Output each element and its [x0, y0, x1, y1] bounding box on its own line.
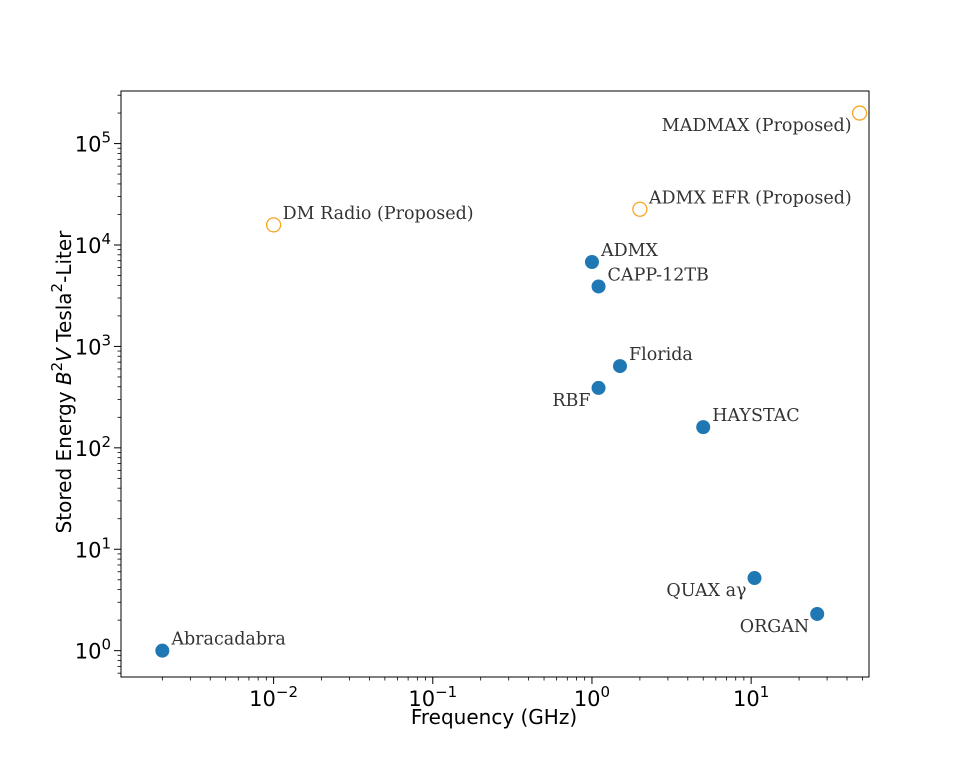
point-label: CAPP-12TB: [608, 265, 709, 285]
svg-text:Stored Energy B2V Tesla2-Liter: Stored Energy B2V Tesla2-Liter: [48, 230, 76, 534]
x-axis-title: Frequency (GHz): [411, 705, 577, 729]
y-tick-label: 104: [75, 230, 111, 258]
point-label: Florida: [629, 345, 693, 365]
experiment-point: [591, 279, 606, 294]
point-label: ADMX: [600, 241, 659, 261]
experiment-point: [591, 380, 606, 395]
point-label: QUAX aγ: [666, 581, 746, 601]
point-label: RBF: [552, 391, 590, 411]
x-tick-label: 100: [574, 683, 610, 711]
y-tick-label: 105: [75, 129, 111, 157]
x-tick-label: 101: [733, 683, 769, 711]
x-tick-label: 10−2: [249, 683, 298, 711]
point-label: HAYSTAC: [712, 406, 799, 426]
point-label: Abracadabra: [170, 630, 286, 650]
point-label: MADMAX (Proposed): [662, 116, 852, 136]
proposed-point: [851, 105, 868, 121]
experiment-point: [155, 643, 170, 658]
experiment-point: [810, 606, 825, 621]
point-label: ADMX EFR (Proposed): [648, 188, 852, 208]
plot-frame: [120, 90, 870, 678]
y-axis-title: Stored Energy B2V Tesla2-Liter: [48, 230, 76, 534]
experiment-point: [747, 571, 762, 586]
y-tick-label: 100: [75, 636, 111, 664]
point-label: ORGAN: [740, 617, 809, 637]
plot-area: 10−2 10−1 100 101 100 101 102 103 104 105 Abracada…: [75, 90, 870, 711]
y-tick-label: 103: [75, 331, 111, 359]
x-tick-label: 10−1: [408, 683, 457, 711]
experiment-point: [696, 420, 711, 435]
experiment-point: [612, 359, 627, 374]
proposed-point: [265, 217, 282, 233]
point-label: DM Radio (Proposed): [283, 204, 474, 224]
y-tick-label: 102: [75, 433, 111, 461]
y-tick-label: 101: [75, 534, 111, 562]
proposed-point: [632, 201, 648, 217]
experiment-point: [584, 254, 599, 269]
